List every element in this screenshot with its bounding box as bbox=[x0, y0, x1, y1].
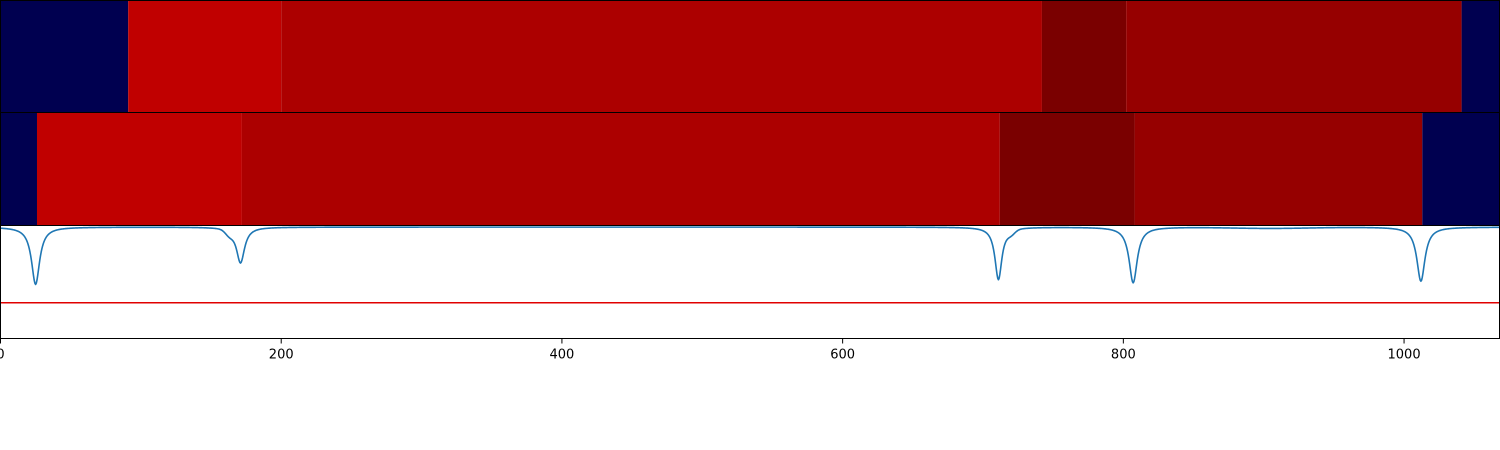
signal-panel bbox=[0, 225, 1500, 339]
row2-segment-2 bbox=[36, 112, 242, 226]
x-tick-label: 200 bbox=[269, 348, 294, 363]
row1-segment-2 bbox=[128, 0, 282, 113]
row2-segment-4 bbox=[999, 112, 1135, 226]
row1-segment-5 bbox=[1126, 0, 1462, 113]
row2-segment-6 bbox=[1422, 112, 1500, 226]
segment-row-1 bbox=[0, 0, 1500, 113]
row2-segment-5 bbox=[1134, 112, 1423, 226]
x-axis: 0 200 400 600 800 1000 bbox=[0, 338, 1421, 363]
row1-segment-3 bbox=[281, 0, 1042, 113]
row1-segment-4 bbox=[1041, 0, 1127, 113]
x-tick-label: 400 bbox=[550, 348, 575, 363]
row2-segment-1 bbox=[0, 112, 37, 226]
row2-segment-3 bbox=[241, 112, 1000, 226]
signal-line bbox=[0, 226, 1500, 286]
row1-segment-6 bbox=[1461, 0, 1500, 113]
x-tick-label: 0 bbox=[0, 348, 5, 363]
x-tick-label: 600 bbox=[830, 348, 855, 363]
x-tick-label: 800 bbox=[1111, 348, 1136, 363]
row1-segment-1 bbox=[0, 0, 129, 113]
signal-panel-background bbox=[0, 225, 1500, 339]
x-tick-label: 1000 bbox=[1388, 348, 1421, 363]
segment-row-2 bbox=[0, 112, 1500, 226]
